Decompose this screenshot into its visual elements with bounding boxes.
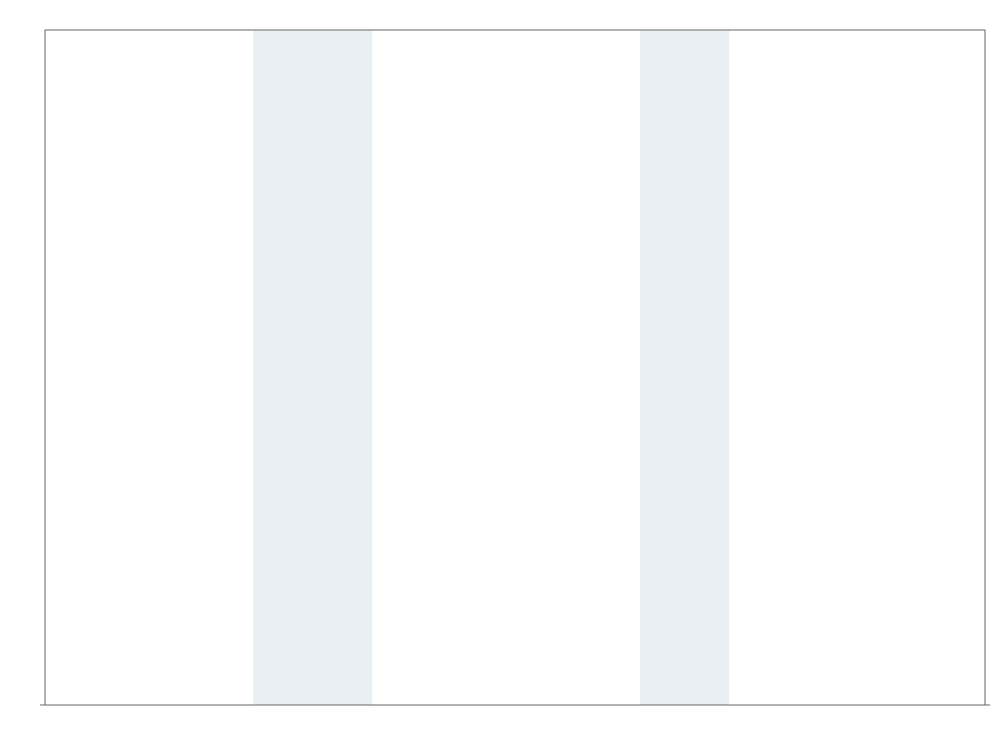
pressure-chart [0, 0, 1000, 733]
shaded-band [640, 30, 729, 705]
shaded-band [253, 30, 372, 705]
chart-container [0, 0, 1000, 733]
